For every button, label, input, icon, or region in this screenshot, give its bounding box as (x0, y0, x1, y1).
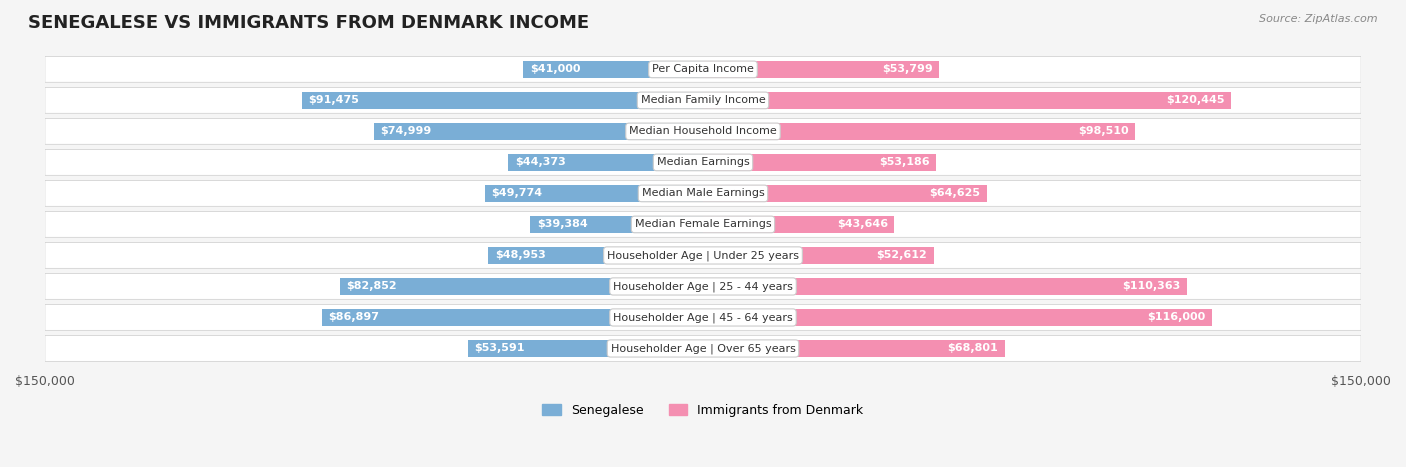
Bar (703, 216, 894, 233)
Text: $53,799: $53,799 (882, 64, 932, 74)
FancyBboxPatch shape (45, 149, 1361, 175)
FancyBboxPatch shape (45, 274, 1361, 299)
Text: Source: ZipAtlas.com: Source: ZipAtlas.com (1260, 14, 1378, 24)
Text: $120,445: $120,445 (1167, 95, 1225, 106)
FancyBboxPatch shape (45, 212, 1361, 237)
Bar (703, 185, 987, 202)
Text: $82,852: $82,852 (346, 282, 396, 291)
Text: Median Female Earnings: Median Female Earnings (634, 219, 772, 229)
Text: $53,186: $53,186 (879, 157, 929, 168)
Text: $64,625: $64,625 (929, 188, 980, 198)
Bar (322, 309, 703, 326)
Text: Median Household Income: Median Household Income (628, 127, 778, 136)
Text: Householder Age | 25 - 44 years: Householder Age | 25 - 44 years (613, 281, 793, 292)
Text: $53,591: $53,591 (474, 343, 524, 354)
Text: $110,363: $110,363 (1122, 282, 1181, 291)
Legend: Senegalese, Immigrants from Denmark: Senegalese, Immigrants from Denmark (537, 399, 869, 422)
Text: Householder Age | 45 - 64 years: Householder Age | 45 - 64 years (613, 312, 793, 323)
FancyBboxPatch shape (45, 304, 1361, 330)
FancyBboxPatch shape (45, 87, 1361, 113)
Bar (488, 247, 703, 264)
Bar (703, 92, 1232, 109)
FancyBboxPatch shape (45, 336, 1361, 361)
Text: $98,510: $98,510 (1078, 127, 1129, 136)
Text: Householder Age | Under 25 years: Householder Age | Under 25 years (607, 250, 799, 261)
Text: $49,774: $49,774 (491, 188, 543, 198)
Text: $74,999: $74,999 (381, 127, 432, 136)
FancyBboxPatch shape (45, 119, 1361, 144)
Bar (703, 61, 939, 78)
Bar (523, 61, 703, 78)
Bar (703, 247, 934, 264)
Text: $41,000: $41,000 (530, 64, 581, 74)
Bar (509, 154, 703, 171)
FancyBboxPatch shape (45, 181, 1361, 206)
Text: $91,475: $91,475 (308, 95, 359, 106)
Bar (703, 309, 1212, 326)
FancyBboxPatch shape (45, 57, 1361, 82)
Text: $48,953: $48,953 (495, 250, 546, 261)
Text: $43,646: $43,646 (837, 219, 889, 229)
Text: $52,612: $52,612 (876, 250, 927, 261)
FancyBboxPatch shape (45, 242, 1361, 269)
Text: $39,384: $39,384 (537, 219, 588, 229)
Bar (374, 123, 703, 140)
Bar (703, 278, 1187, 295)
Text: Per Capita Income: Per Capita Income (652, 64, 754, 74)
Text: SENEGALESE VS IMMIGRANTS FROM DENMARK INCOME: SENEGALESE VS IMMIGRANTS FROM DENMARK IN… (28, 14, 589, 32)
Bar (530, 216, 703, 233)
Bar (703, 340, 1005, 357)
Text: Median Male Earnings: Median Male Earnings (641, 188, 765, 198)
Bar (468, 340, 703, 357)
Bar (485, 185, 703, 202)
Text: $68,801: $68,801 (948, 343, 998, 354)
Bar (703, 123, 1135, 140)
Text: $44,373: $44,373 (515, 157, 565, 168)
Bar (339, 278, 703, 295)
Text: Median Earnings: Median Earnings (657, 157, 749, 168)
Bar (302, 92, 703, 109)
Text: Median Family Income: Median Family Income (641, 95, 765, 106)
Bar (703, 154, 936, 171)
Text: Householder Age | Over 65 years: Householder Age | Over 65 years (610, 343, 796, 354)
Text: $116,000: $116,000 (1147, 312, 1205, 322)
Text: $86,897: $86,897 (329, 312, 380, 322)
